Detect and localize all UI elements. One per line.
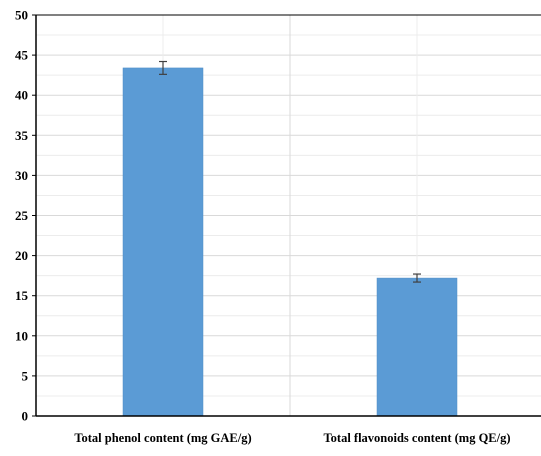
- y-tick-label: 45: [15, 48, 29, 63]
- y-tick-label: 5: [22, 368, 29, 383]
- x-category-label-1: Total phenol content (mg GAE/g): [74, 431, 251, 445]
- y-tick-label: 25: [15, 208, 29, 223]
- y-tick-label: 50: [15, 8, 28, 23]
- bar-1: [122, 67, 204, 417]
- y-tick-label: 40: [15, 88, 28, 103]
- y-tick-label: 20: [15, 248, 28, 263]
- bar-layer: [122, 60, 458, 417]
- tick-label-layer: 0 5 10 15 20 25 30 35 40 45 50: [15, 8, 36, 424]
- y-tick-label: 15: [15, 288, 29, 303]
- y-tick-label: 0: [22, 409, 29, 424]
- x-category-label-2: Total flavonoids content (mg QE/g): [323, 431, 510, 445]
- y-tick-label: 35: [15, 128, 29, 143]
- y-tick-label: 10: [15, 328, 28, 343]
- grid-layer: [36, 14, 541, 416]
- bar-2: [376, 277, 458, 417]
- category-label-layer: Total phenol content (mg GAE/g) Total fl…: [74, 431, 510, 445]
- y-tick-label: 30: [15, 168, 28, 183]
